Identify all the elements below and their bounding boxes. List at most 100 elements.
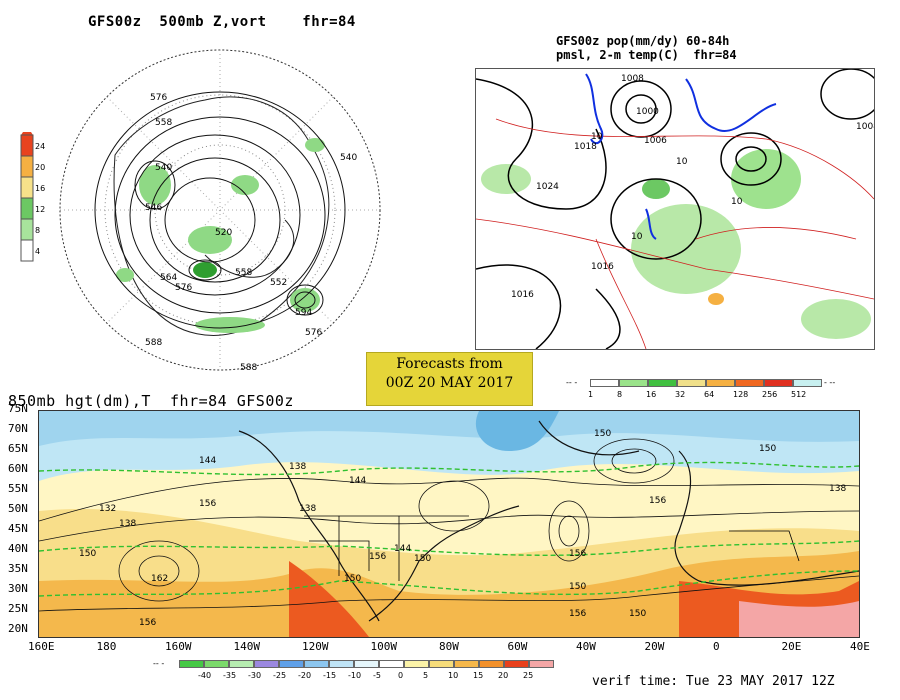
scale-label: 24 [35,142,46,151]
scale-swatch [229,660,254,668]
scale-label: 512 [791,390,807,399]
freezing-line [685,78,777,132]
height-contour [418,480,490,532]
border [729,530,800,562]
temperature-label: 10 [631,232,643,242]
precip-area [801,299,871,339]
temperature-contour [695,227,857,240]
scale-swatch [20,218,34,241]
latitude-label: 75N [8,402,28,415]
very-hot-area [739,601,859,637]
pressure-label: 1008 [856,122,874,132]
contour-label: 156 [649,496,666,506]
longitude-label: 120W [302,640,329,653]
temperature-contour [476,218,874,300]
contour-label: 150 [629,609,646,619]
temperature-label: 10 [676,157,688,167]
vorticity-area [188,226,232,254]
scale-label: -5 [373,671,381,680]
pressure-label: 1016 [591,262,614,272]
scale-swatch [204,660,229,668]
contour-label: 150 [414,554,431,564]
height-contour [188,259,222,281]
height-contour [39,477,859,522]
latitude-label: 35N [8,562,28,575]
warm-band [39,551,859,637]
isotherm [39,570,859,597]
scale-swatch [179,660,204,668]
longitude-label: 60W [507,640,528,653]
scale-swatch [735,379,764,387]
contour-label: 588 [240,363,257,373]
longitude-label: 160E [28,640,55,653]
contour-label: 150 [344,574,361,584]
precip-map-title-line1: GFS00z pop(mm/dy) 60-84h [556,34,730,48]
contour-label: 540 [155,163,172,173]
pressure-label: 1000 [636,107,659,117]
scale-swatch [379,660,404,668]
isobar [735,146,767,172]
contour-label: 144 [349,476,366,486]
isobar [720,132,782,186]
contour-label: 150 [569,582,586,592]
scale-swatch [354,660,379,668]
scale-label: 15 [473,671,484,680]
contour-label: 150 [759,444,776,454]
contour-label: 594 [295,308,312,318]
vorticity-area-strong [193,262,217,278]
scale-swatch [504,660,529,668]
scale-swatch [793,379,822,387]
contour-label: 144 [394,544,411,554]
scale-swatch [619,379,648,387]
height-contour [593,438,675,484]
contour-label: 552 [270,278,287,288]
scale-swatch [329,660,354,668]
latitude-label: 45N [8,522,28,535]
scale-label: 0 [398,671,404,680]
longitude-label: 20E [781,640,802,653]
contour-label: 156 [569,549,586,559]
freezing-line [585,73,604,145]
longitude-label: 140W [233,640,261,653]
latitude-label: 60N [8,462,28,475]
scale-swatch [648,379,677,387]
pressure-label: 1018 [574,142,597,152]
scale-label: 20 [35,163,46,172]
contour-label: 156 [139,618,156,628]
pressure-label: 1006 [644,136,667,146]
latitude-label: 50N [8,502,28,515]
scale-swatch [454,660,479,668]
contour-label: 132 [99,504,116,514]
scale-swatch [304,660,329,668]
forecast-banner: Forecasts from 00Z 20 MAY 2017 [366,352,533,406]
longitude-label: 20W [644,640,665,653]
scale-label: 12 [35,205,46,214]
isobar [610,178,702,260]
scale-arrow-right: - -- [824,378,836,387]
latitude-label: 20N [8,622,28,635]
contour-label: 558 [235,268,252,278]
freezing-line [645,208,657,240]
height-contour [138,555,180,587]
longitude-label: 0 [713,640,720,653]
height-contour [149,157,281,283]
border [309,540,370,571]
coastline [204,219,295,278]
vorticity-area [195,317,265,333]
scale-label: 32 [675,390,686,399]
contour-label: 576 [305,328,322,338]
cold-band [39,411,859,446]
contour-label: 540 [340,153,357,163]
contour-label: 144 [199,456,216,466]
precip-map-graphic: 1008 1000 1018 1006 1024 1016 1016 1008 10 10 10 10 [476,69,874,349]
height-contour [164,177,256,263]
contour-label: 558 [155,118,172,128]
contour-label: 588 [145,338,162,348]
precip-map-title-line2: pmsl, 2-m temp(C) fhr=84 [556,48,737,62]
contour-label: 138 [299,504,316,514]
latitude-axis: 75N 70N 65N 60N 55N 50N 45N 40N 35N 30N 25N 20N [0,402,36,636]
hot-area [289,561,369,637]
contour-label: 150 [594,429,611,439]
isobar [476,264,562,349]
isotherm [39,461,859,476]
